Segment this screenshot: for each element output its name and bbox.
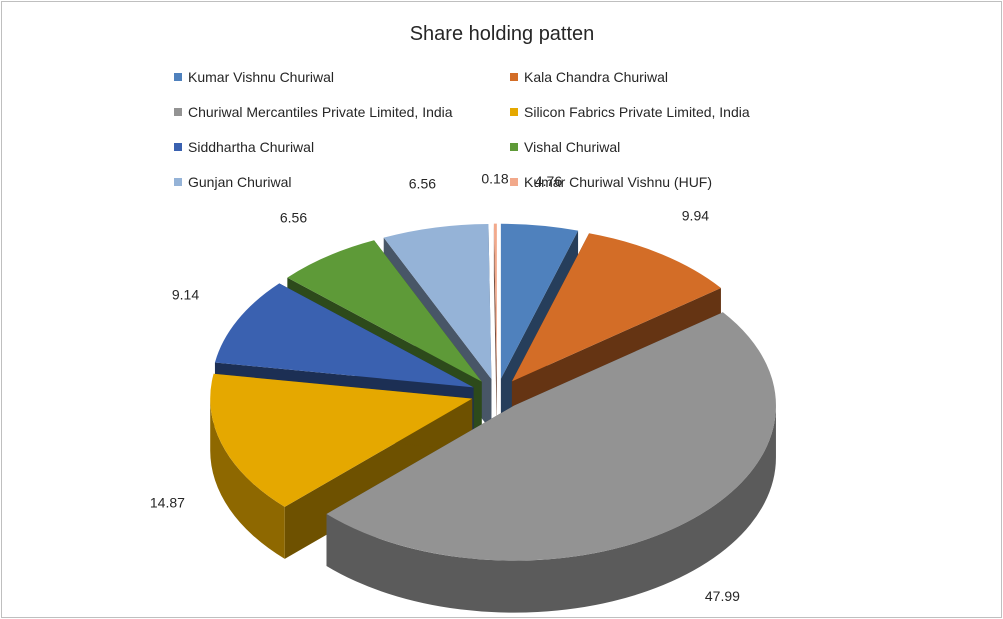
slice-top	[214, 283, 474, 388]
legend-item-kala-chandra-churiwal: Kala Chandra Churiwal	[510, 69, 668, 85]
legend-swatch	[174, 108, 182, 116]
legend-item-kumar-churiwal-vishnu-huf: Kumar Churiwal Vishnu (HUF)	[510, 174, 712, 190]
legend-label: Kumar Churiwal Vishnu (HUF)	[524, 174, 712, 190]
data-label-siddhartha-churiwal: 9.14	[172, 286, 199, 302]
legend-item-churiwal-mercantiles-private-limited-india: Churiwal Mercantiles Private Limited, In…	[174, 104, 453, 120]
slice-top	[383, 223, 492, 379]
slice-churiwal-mercantiles-private-limited-india	[326, 312, 776, 613]
data-label-gunjan-churiwal: 6.56	[409, 175, 436, 191]
legend-item-kumar-vishnu-churiwal: Kumar Vishnu Churiwal	[174, 69, 334, 85]
slice-outer-wall	[210, 398, 285, 559]
legend-item-silicon-fabrics-private-limited-india: Silicon Fabrics Private Limited, India	[510, 104, 750, 120]
data-label-kumar-churiwal-vishnu-huf: 0.18	[481, 171, 508, 187]
legend-label: Churiwal Mercantiles Private Limited, In…	[188, 104, 453, 120]
legend-swatch	[174, 73, 182, 81]
slice-side-wall	[493, 223, 497, 431]
slice-top	[493, 223, 497, 379]
legend-swatch	[174, 178, 182, 186]
legend-swatch	[174, 143, 182, 151]
data-labels: 4.76 9.94 47.99 14.87 9.14 6.56 6.56 0.18	[150, 171, 740, 605]
data-label-kala-chandra-churiwal: 9.94	[682, 208, 709, 224]
slice-top	[287, 240, 482, 382]
legend-label: Vishal Churiwal	[524, 139, 620, 155]
data-label-silicon-fabrics-private-limited-india: 14.87	[150, 495, 185, 511]
legend-item-gunjan-churiwal: Gunjan Churiwal	[174, 174, 292, 190]
slice-top	[326, 312, 776, 561]
legend-label: Siddhartha Churiwal	[188, 139, 314, 155]
legend-label: Kala Chandra Churiwal	[524, 69, 668, 85]
legend-item-siddhartha-churiwal: Siddhartha Churiwal	[174, 139, 314, 155]
legend-label: Kumar Vishnu Churiwal	[188, 69, 334, 85]
slice-outer-wall	[326, 405, 776, 613]
legend-swatch	[510, 108, 518, 116]
slice-kumar-churiwal-vishnu-huf	[493, 223, 497, 431]
data-label-vishal-churiwal: 6.56	[280, 210, 307, 226]
legend-label: Silicon Fabrics Private Limited, India	[524, 104, 750, 120]
chart-title: Share holding patten	[410, 23, 595, 45]
slice-top	[511, 233, 721, 382]
legend-swatch	[510, 73, 518, 81]
pie-slices	[210, 223, 776, 613]
legend-swatch	[510, 143, 518, 151]
legend-swatch	[510, 178, 518, 186]
legend-label: Gunjan Churiwal	[188, 174, 292, 190]
legend-item-vishal-churiwal: Vishal Churiwal	[510, 139, 620, 155]
data-label-kumar-vishnu-churiwal: 4.76	[535, 173, 562, 189]
slice-top	[210, 373, 473, 507]
slice-top	[500, 223, 579, 379]
legend: Kumar Vishnu Churiwal Kala Chandra Churiw…	[174, 69, 750, 190]
data-label-churiwal-mercantiles-private-limited-india: 47.99	[705, 588, 740, 604]
